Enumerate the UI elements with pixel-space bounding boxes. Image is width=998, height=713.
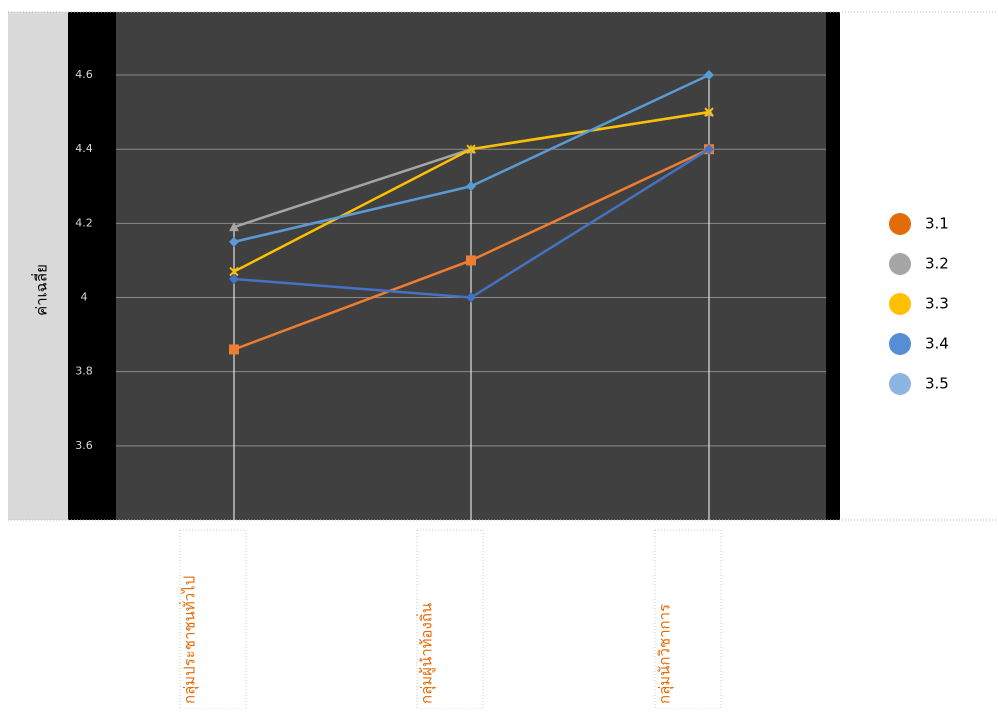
legend-swatch <box>889 373 911 395</box>
y-tick-label: 3.6 <box>75 439 93 452</box>
marker <box>229 273 239 284</box>
y-tick-label: 4 <box>81 291 88 304</box>
y-tick-label: 3.8 <box>75 365 93 378</box>
legend-swatch <box>889 213 911 235</box>
x-tick-label: กลุ่มผู้นำท้องถิ่น <box>416 603 437 704</box>
marker <box>704 107 714 117</box>
category-box <box>654 529 722 710</box>
legend-swatch <box>889 293 911 315</box>
marker <box>704 144 714 155</box>
legend-label: 3.2 <box>925 255 949 273</box>
category-box <box>179 529 247 710</box>
legend-label: 3.3 <box>925 295 949 313</box>
marker <box>229 266 239 277</box>
legend-label: 3.5 <box>925 375 949 393</box>
marker <box>466 255 476 266</box>
marker <box>466 292 476 303</box>
legend-swatch <box>889 253 911 275</box>
y-tick-label: 4.2 <box>75 216 93 229</box>
x-tick-label: กลุ่มนักวิชาการ <box>656 604 675 704</box>
y-tick-label: 4.6 <box>75 68 93 81</box>
category-box <box>416 529 484 710</box>
marker <box>704 70 714 81</box>
axis-panel <box>8 12 68 520</box>
marker <box>466 181 476 192</box>
legend-swatch <box>889 333 911 355</box>
legend-label: 3.4 <box>925 335 949 353</box>
x-tick-label: กลุ่มประชาชนทั่วไป <box>179 576 200 704</box>
marker <box>229 344 239 355</box>
marker <box>229 222 239 232</box>
marker <box>466 144 476 154</box>
legend-label: 3.1 <box>925 215 949 233</box>
y-axis-label: ค่าเฉลี่ย <box>31 264 51 316</box>
y-tick-label: 4.4 <box>75 142 93 155</box>
marker <box>229 236 239 247</box>
